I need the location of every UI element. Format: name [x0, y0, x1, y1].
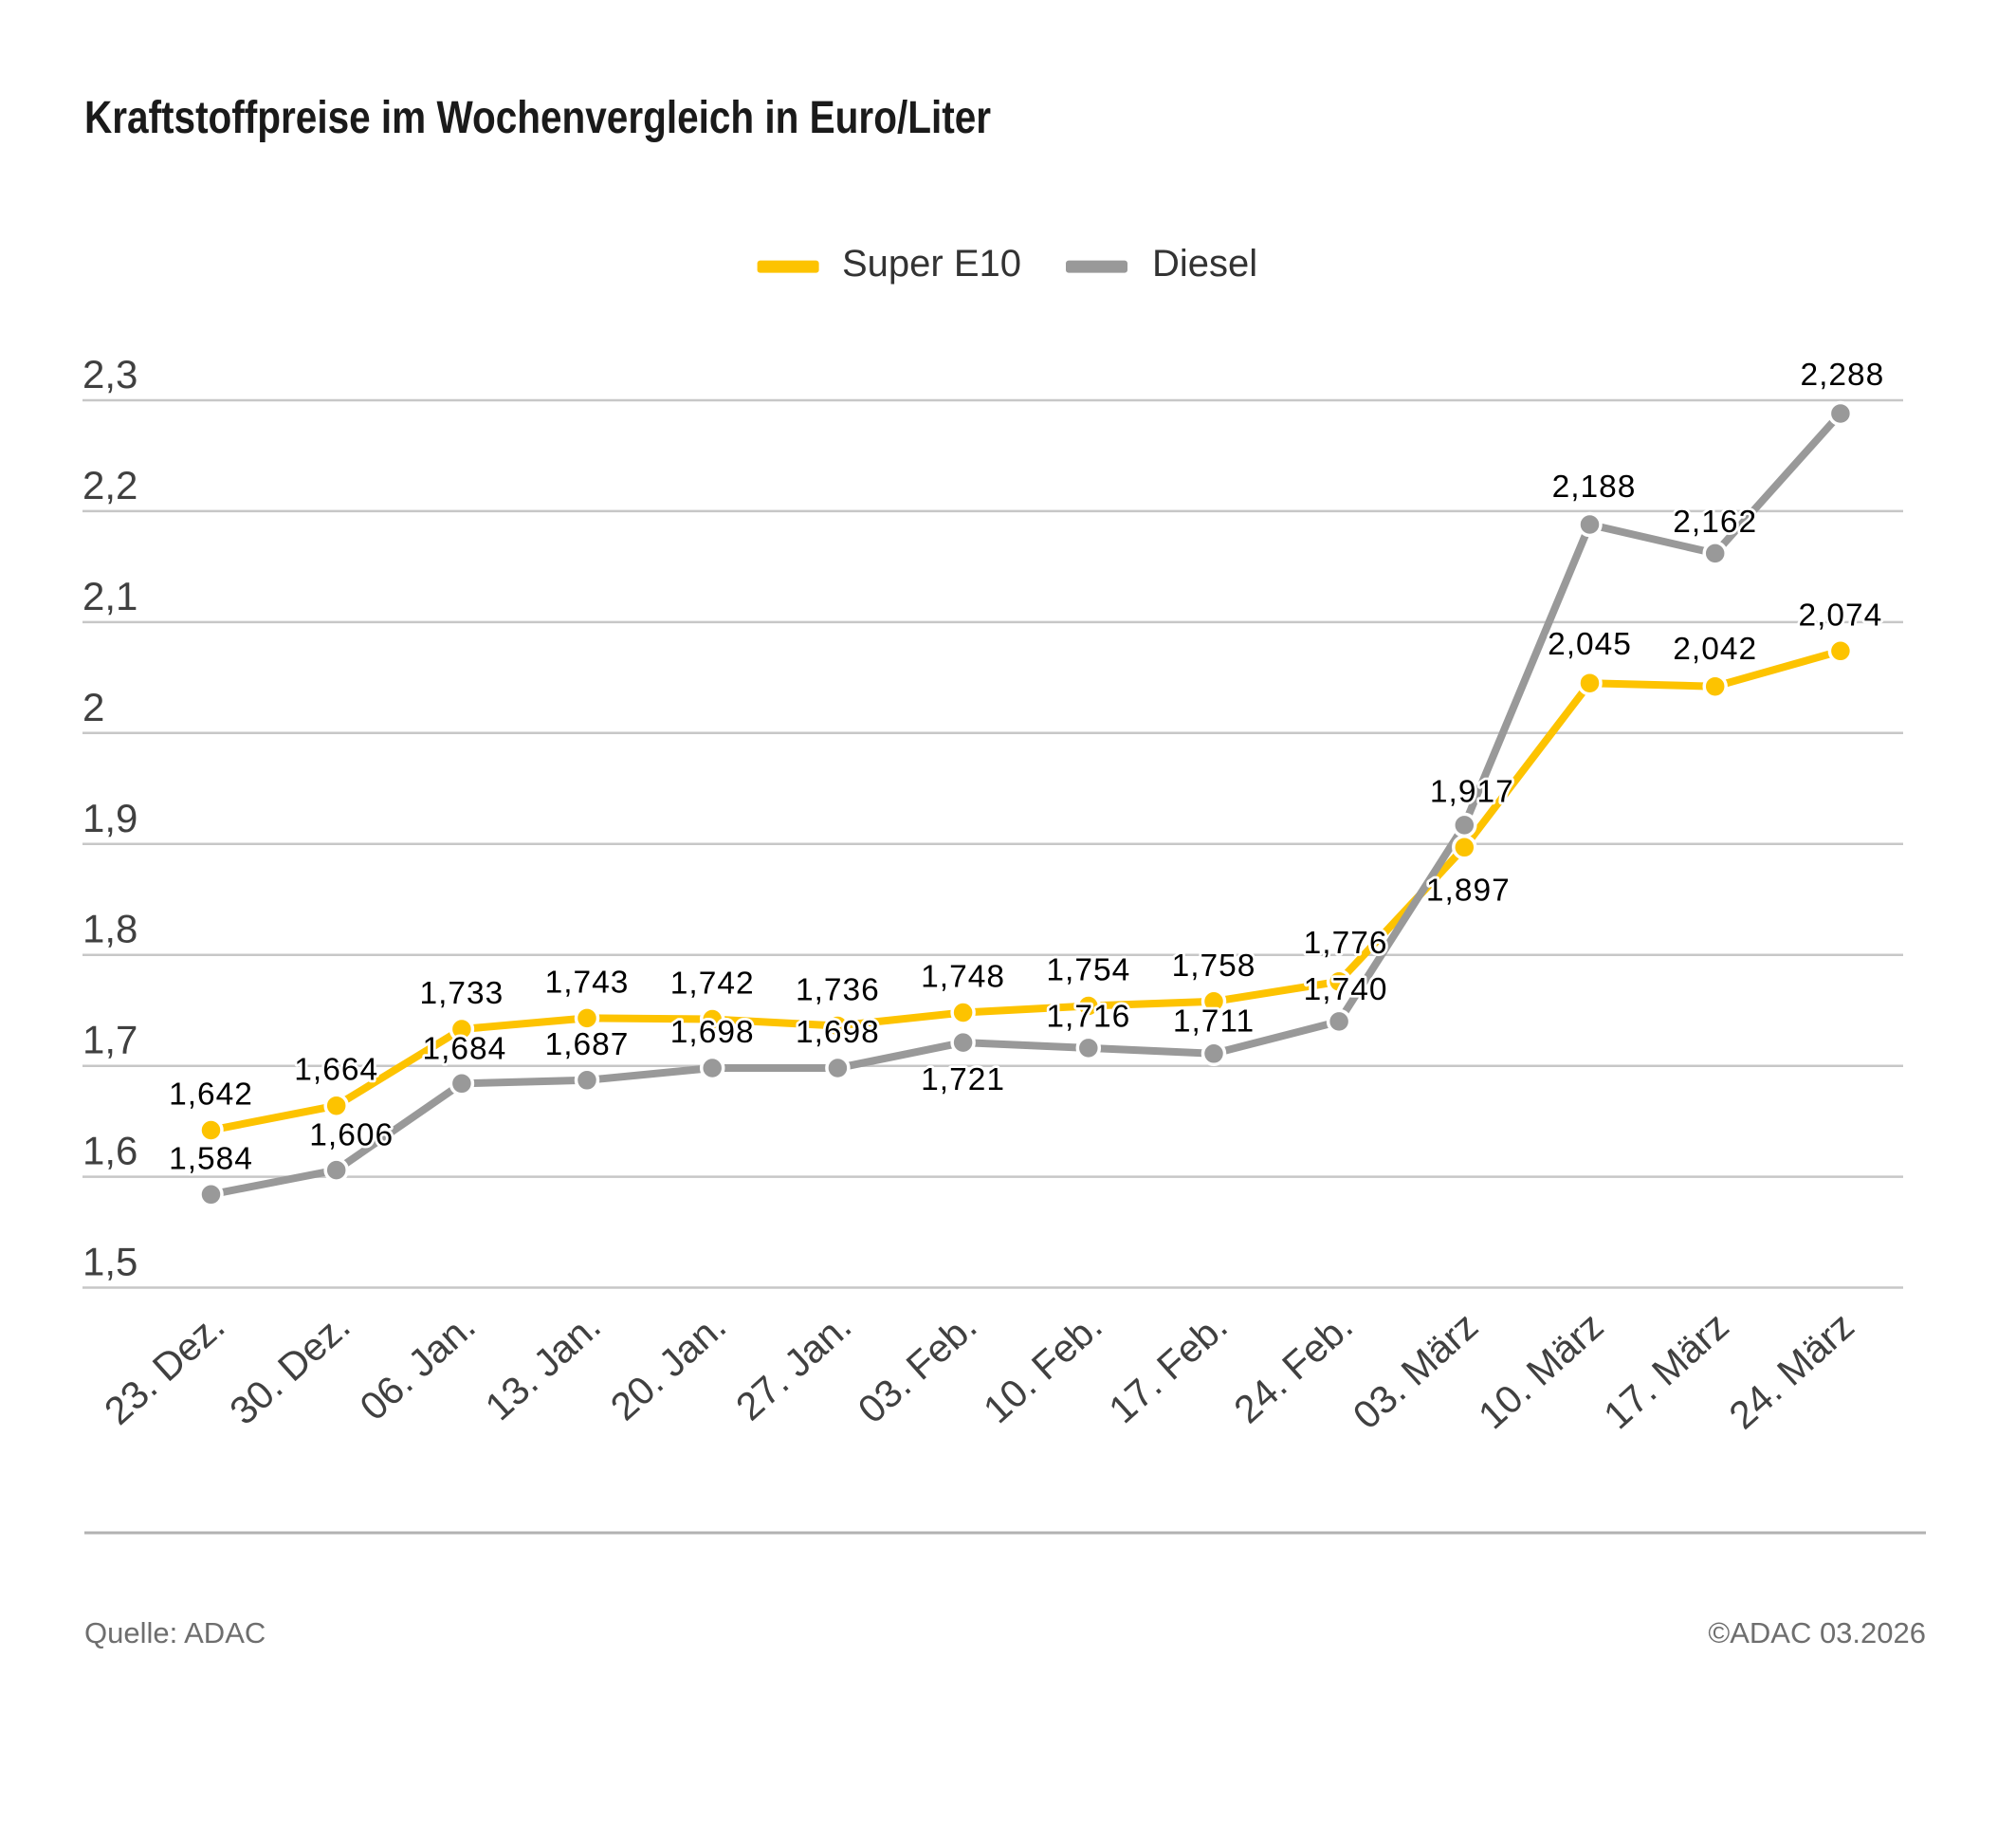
svg-text:1,684: 1,684 [422, 1031, 506, 1066]
svg-text:1,897: 1,897 [1426, 873, 1511, 908]
svg-text:2,162: 2,162 [1673, 505, 1757, 540]
svg-text:1,740: 1,740 [1304, 972, 1388, 1007]
svg-text:1,716: 1,716 [1046, 999, 1130, 1034]
svg-text:©ADAC 03.2026: ©ADAC 03.2026 [1708, 1616, 1926, 1649]
svg-text:1,733: 1,733 [419, 976, 504, 1011]
svg-text:Diesel: Diesel [1152, 243, 1257, 285]
svg-text:1,584: 1,584 [169, 1141, 253, 1176]
svg-text:Quelle: ADAC: Quelle: ADAC [84, 1616, 266, 1649]
svg-text:2,074: 2,074 [1798, 598, 1882, 633]
svg-text:1,711: 1,711 [1173, 1004, 1255, 1039]
svg-text:1,5: 1,5 [82, 1240, 137, 1284]
svg-text:1,736: 1,736 [796, 973, 880, 1008]
svg-text:2,1: 2,1 [82, 574, 137, 618]
svg-text:1,606: 1,606 [309, 1117, 394, 1152]
svg-text:1,917: 1,917 [1430, 774, 1514, 809]
svg-text:1,743: 1,743 [545, 965, 630, 1000]
svg-text:1,9: 1,9 [82, 796, 137, 840]
svg-text:1,698: 1,698 [796, 1015, 880, 1050]
svg-text:1,758: 1,758 [1172, 949, 1256, 984]
svg-text:2,3: 2,3 [82, 352, 137, 396]
svg-text:1,8: 1,8 [82, 907, 137, 951]
svg-text:1,776: 1,776 [1304, 926, 1388, 961]
svg-text:1,721: 1,721 [921, 1062, 1005, 1097]
svg-text:2: 2 [82, 685, 104, 729]
svg-text:Kraftstoffpreise im Wochenverg: Kraftstoffpreise im Wochenvergleich in E… [84, 93, 991, 143]
svg-text:1,754: 1,754 [1046, 953, 1130, 988]
svg-text:1,6: 1,6 [82, 1129, 137, 1173]
svg-text:1,664: 1,664 [294, 1053, 378, 1088]
svg-text:1,748: 1,748 [921, 960, 1005, 995]
svg-text:2,288: 2,288 [1800, 358, 1884, 393]
svg-text:1,642: 1,642 [169, 1078, 253, 1113]
svg-text:2,2: 2,2 [82, 463, 137, 507]
svg-text:1,7: 1,7 [82, 1018, 137, 1062]
svg-text:2,045: 2,045 [1548, 627, 1632, 662]
svg-text:1,742: 1,742 [670, 967, 755, 1002]
svg-text:2,042: 2,042 [1673, 632, 1757, 667]
svg-text:2,188: 2,188 [1552, 470, 1637, 505]
svg-text:Super E10: Super E10 [842, 243, 1021, 285]
svg-text:1,698: 1,698 [670, 1015, 755, 1050]
svg-text:1,687: 1,687 [545, 1027, 630, 1062]
